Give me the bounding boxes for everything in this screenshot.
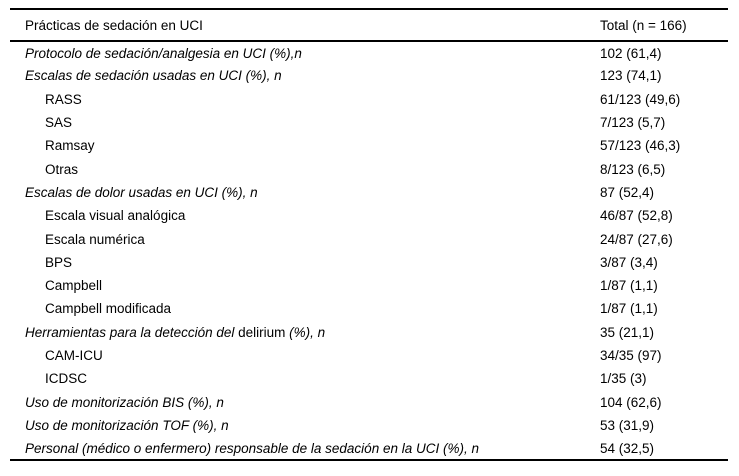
row-label: Escala numérica	[10, 227, 600, 250]
row-label-segment: Ramsay	[45, 138, 95, 154]
table-row: ICDSC 1/35 (3)	[10, 367, 728, 390]
row-value: 34/35 (97)	[600, 348, 662, 363]
row-label: Ramsay	[10, 134, 600, 157]
row-value: 123 (74,1)	[600, 68, 662, 84]
row-label-segment: Escala numérica	[45, 231, 145, 247]
row-label-segment: Campbell	[45, 278, 103, 294]
row-label: Uso de monitorización BIS (%), n	[10, 390, 600, 413]
row-label-segment: Protocolo de sedación/analgesia en UCI (…	[25, 45, 302, 61]
table-row: Campbell modificada 1/87 (1,1)	[10, 297, 728, 320]
header-row: Prácticas de sedación en UCI Total (n = …	[10, 9, 728, 42]
table-row: Protocolo de sedación/analgesia en UCI (…	[10, 41, 728, 64]
row-label: Uso de monitorización TOF (%), n	[10, 414, 600, 437]
data-table: Prácticas de sedación en UCI Total (n = …	[10, 8, 728, 462]
table-row: Escalas de dolor usadas en UCI (%), n 87 …	[10, 181, 728, 204]
row-label-segment: delirium	[238, 324, 286, 340]
row-value: 1/35 (3)	[600, 371, 647, 387]
table-row: Campbell 1/87 (1,1)	[10, 274, 728, 297]
header-practices-label: Prácticas de sedación en UCI	[10, 9, 600, 42]
row-label-segment: Otras	[45, 161, 79, 177]
header-total-label: Total (n = 166)	[600, 9, 728, 42]
sedation-practices-table: Prácticas de sedación en UCI Total (n = …	[10, 8, 728, 462]
row-label: RASS	[10, 88, 600, 111]
row-label-segment: (%), n	[285, 324, 326, 340]
row-label-segment: SAS	[45, 115, 73, 131]
row-value: 35 (21,1)	[600, 324, 655, 340]
row-label: Escala visual analógica	[10, 204, 600, 227]
row-value: 53 (31,9)	[600, 417, 655, 433]
row-label-segment: RASS	[45, 91, 82, 107]
table-row: CAM-ICU 34/35 (97)	[10, 344, 728, 367]
table-row: Escalas de sedación usadas en UCI (%), n…	[10, 64, 728, 87]
row-label-segment: Personal (médico o enfermero) responsabl…	[25, 440, 479, 456]
table-row: BPS 3/87 (3,4)	[10, 251, 728, 274]
row-label-segment: Uso de monitorización TOF (%), n	[25, 417, 229, 433]
row-value: 7/123 (5,7)	[600, 115, 666, 131]
row-label-segment: Escala visual analógica	[45, 208, 186, 224]
row-value: 87 (52,4)	[600, 184, 655, 200]
row-label: Personal (médico o enfermero) responsabl…	[10, 437, 600, 460]
row-label-segment: Campbell modificada	[45, 301, 172, 317]
row-label-segment: Herramientas para la detección del	[25, 324, 239, 340]
row-value: 57/123 (46,3)	[600, 138, 681, 154]
table-row: Otras 8/123 (6,5)	[10, 157, 728, 180]
table-body: Protocolo de sedación/analgesia en UCI (…	[10, 41, 728, 460]
row-value: 3/87 (3,4)	[600, 254, 658, 270]
row-label-segment: Escalas de sedación usadas en UCI (%), n	[25, 68, 282, 84]
row-label-segment: ICDSC	[45, 371, 88, 387]
row-value: 102 (61,4)	[600, 45, 662, 61]
row-label: SAS	[10, 111, 600, 134]
table-row: Escala visual analógica 46/87 (52,8)	[10, 204, 728, 227]
row-label-segment: CAM-ICU	[45, 348, 103, 363]
table-row: Ramsay 57/123 (46,3)	[10, 134, 728, 157]
row-value: 8/123 (6,5)	[600, 161, 666, 177]
table-row: RASS 61/123 (49,6)	[10, 88, 728, 111]
row-value: 104 (62,6)	[600, 394, 662, 410]
table-row: Personal (médico o enfermero) responsabl…	[10, 437, 728, 460]
table-row: Escala numérica 24/87 (27,6)	[10, 227, 728, 250]
table-row: SAS 7/123 (5,7)	[10, 111, 728, 134]
row-label: Herramientas para la detección del delir…	[10, 321, 600, 344]
row-label-segment: BPS	[45, 254, 73, 270]
row-label: Otras	[10, 157, 600, 180]
row-label: Escalas de dolor usadas en UCI (%), n	[10, 181, 600, 204]
table-row: Herramientas para la detección del delir…	[10, 321, 728, 344]
row-value: 54 (32,5)	[600, 440, 655, 456]
row-value: 24/87 (27,6)	[600, 231, 673, 247]
row-label: Protocolo de sedación/analgesia en UCI (…	[10, 41, 600, 64]
row-value: 1/87 (1,1)	[600, 278, 658, 294]
row-value: 46/87 (52,8)	[600, 208, 673, 224]
row-label: BPS	[10, 251, 600, 274]
row-label: ICDSC	[10, 367, 600, 390]
row-value: 61/123 (49,6)	[600, 91, 681, 107]
row-label-segment: Uso de monitorización BIS (%), n	[25, 394, 224, 410]
row-label-segment: Escalas de dolor usadas en UCI (%), n	[25, 184, 258, 200]
row-label: Campbell modificada	[10, 297, 600, 320]
row-label: Campbell	[10, 274, 600, 297]
table-row: Uso de monitorización TOF (%), n 53 (31,9…	[10, 414, 728, 437]
table-row: Uso de monitorización BIS (%), n 104 (62,…	[10, 390, 728, 413]
row-value: 1/87 (1,1)	[600, 301, 658, 317]
row-label: CAM-ICU	[10, 344, 600, 367]
row-label: Escalas de sedación usadas en UCI (%), n	[10, 64, 600, 87]
